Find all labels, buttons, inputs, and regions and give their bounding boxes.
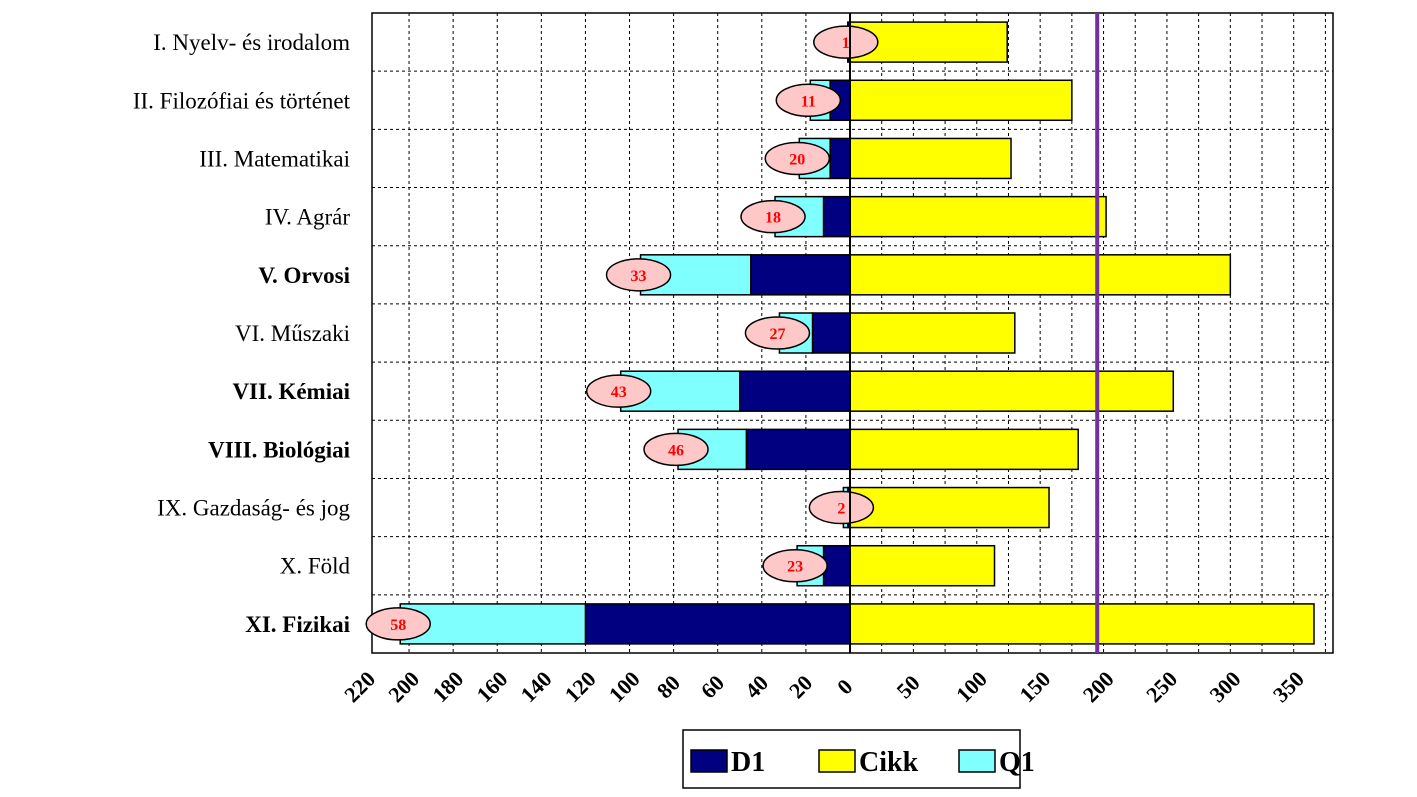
tick-label: 140 bbox=[516, 666, 557, 707]
legend-swatch bbox=[958, 749, 996, 773]
bar-d1 bbox=[584, 603, 851, 645]
bar-d1 bbox=[745, 428, 851, 471]
count-badge-label: 33 bbox=[631, 268, 647, 285]
count-badge bbox=[764, 141, 831, 176]
bar-cikk bbox=[849, 603, 1315, 645]
category-label: V. Orvosi bbox=[258, 263, 350, 288]
tick-label: 40 bbox=[740, 670, 773, 703]
count-badge-label: 43 bbox=[611, 384, 627, 401]
bar-q1 bbox=[399, 603, 587, 645]
count-badge-label: 1 bbox=[842, 35, 850, 52]
bar-cikk bbox=[849, 254, 1232, 296]
count-badge bbox=[740, 199, 806, 234]
count-badge-label: 58 bbox=[390, 617, 406, 634]
tick-label: 180 bbox=[427, 666, 468, 707]
bar-cikk bbox=[849, 79, 1073, 122]
bar-cikk bbox=[849, 137, 1012, 180]
category-label: II. Filozófiai és történet bbox=[133, 88, 351, 113]
tick-label: 80 bbox=[652, 670, 685, 703]
legend-swatch bbox=[818, 749, 856, 773]
bar-cikk bbox=[849, 195, 1107, 238]
category-label: IX. Gazdaság- és jog bbox=[157, 496, 350, 521]
tick-label: 300 bbox=[1205, 666, 1246, 707]
category-label: I. Nyelv- és irodalom bbox=[153, 30, 350, 55]
tick-label: 220 bbox=[339, 666, 380, 707]
bar-d1 bbox=[829, 137, 851, 180]
count-badge-label: 46 bbox=[668, 442, 684, 459]
bar-d1 bbox=[750, 254, 851, 296]
category-label: XI. Fizikai bbox=[245, 612, 350, 637]
count-badge bbox=[605, 258, 672, 292]
tick-label: 150 bbox=[1014, 666, 1055, 707]
tick-label: 350 bbox=[1268, 666, 1309, 707]
count-badge bbox=[585, 374, 652, 408]
count-badge bbox=[775, 83, 842, 118]
tick-label: 120 bbox=[560, 666, 601, 707]
count-badge bbox=[643, 432, 709, 467]
legend-label: Q1 bbox=[999, 747, 1035, 778]
bar-cikk bbox=[849, 486, 1050, 529]
category-label: VIII. Biológiai bbox=[208, 437, 350, 462]
tick-label: 50 bbox=[891, 670, 924, 703]
tick-label: 200 bbox=[1078, 666, 1119, 707]
tick-label: 160 bbox=[471, 666, 512, 707]
tick-label: 0 bbox=[832, 674, 857, 699]
count-badge bbox=[808, 490, 875, 525]
legend-label: D1 bbox=[731, 747, 765, 778]
count-badge-label: 18 bbox=[765, 210, 781, 227]
count-badge bbox=[744, 316, 811, 350]
tick-label: 200 bbox=[383, 666, 424, 707]
tick-label: 100 bbox=[604, 666, 645, 707]
bar-cikk bbox=[849, 370, 1175, 412]
legend-swatch bbox=[690, 749, 728, 773]
count-badge-label: 23 bbox=[787, 559, 803, 576]
bar-cikk bbox=[849, 312, 1016, 354]
bar-d1 bbox=[811, 312, 851, 354]
count-badge-label: 11 bbox=[801, 93, 816, 110]
tick-label: 250 bbox=[1141, 666, 1182, 707]
category-label: X. Föld bbox=[280, 554, 351, 579]
bar-d1 bbox=[739, 370, 851, 412]
category-label: IV. Agrár bbox=[265, 205, 351, 230]
count-badge-label: 27 bbox=[769, 326, 785, 343]
legend-label: Cikk bbox=[859, 747, 919, 778]
category-label: VI. Műszaki bbox=[235, 321, 350, 346]
count-badge-label: 20 bbox=[789, 151, 805, 168]
category-label: III. Matematikai bbox=[199, 146, 350, 171]
bar-cikk bbox=[849, 544, 996, 587]
count-badge bbox=[813, 25, 879, 59]
count-badge bbox=[762, 548, 828, 583]
bar-d1 bbox=[822, 195, 851, 238]
bar-cikk bbox=[849, 428, 1079, 471]
tick-label: 100 bbox=[951, 666, 992, 707]
count-badge bbox=[365, 607, 431, 641]
tick-label: 60 bbox=[696, 670, 729, 703]
category-label: VII. Kémiai bbox=[232, 379, 350, 404]
count-badge-label: 2 bbox=[837, 501, 845, 518]
tick-label: 20 bbox=[784, 670, 817, 703]
